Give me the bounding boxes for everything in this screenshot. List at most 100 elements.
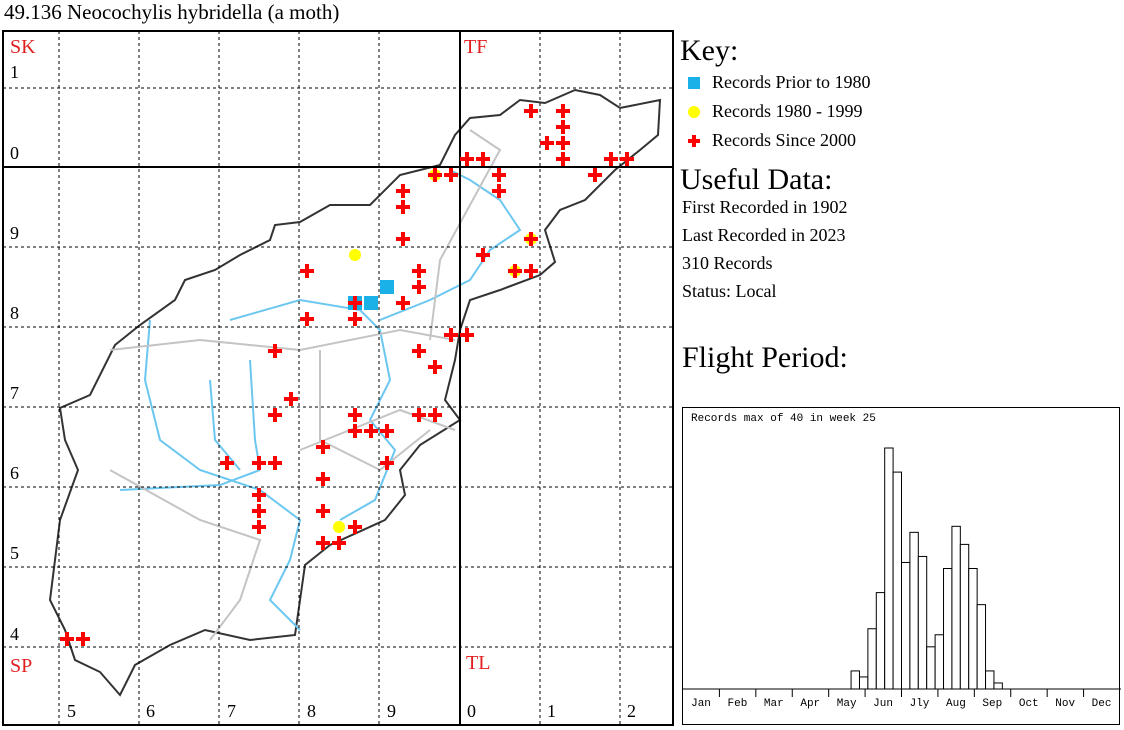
- bar-week-33: [951, 525, 961, 690]
- map-frame: [2, 30, 674, 726]
- record-since-2000: [364, 424, 378, 438]
- blue-square-icon: [688, 76, 700, 89]
- record-since-2000: [412, 408, 426, 422]
- row-label: 7: [10, 383, 19, 403]
- record-count: 310 Records: [682, 253, 773, 273]
- row-label: 4: [10, 624, 19, 644]
- record-since-2000: [428, 360, 442, 374]
- row-label: 6: [10, 463, 19, 483]
- yellow-circle-icon: [688, 105, 700, 118]
- month-label: Jly: [909, 698, 930, 710]
- record-since-2000: [316, 536, 330, 550]
- square-label-sp: SP: [10, 655, 33, 677]
- record-since-2000: [268, 408, 282, 422]
- bar-week-28: [909, 531, 919, 690]
- roads: [109, 129, 502, 641]
- col-label: 7: [227, 701, 236, 721]
- bar-week-24: [875, 592, 886, 690]
- record-since-2000: [252, 504, 266, 518]
- month-label: May: [836, 698, 857, 710]
- bar-week-23: [867, 628, 877, 690]
- flight-period-heading: Flight Period:: [682, 341, 848, 374]
- record-1980-1999: [333, 521, 345, 533]
- record-since-2000: [412, 280, 426, 294]
- square-label-tf: TF: [464, 36, 488, 58]
- record-since-2000: [316, 504, 330, 518]
- record-since-2000: [524, 104, 538, 118]
- key-heading: Key:: [680, 34, 739, 67]
- key-item-1980-1999: Records 1980 - 1999: [688, 97, 870, 126]
- row-label: 5: [10, 543, 19, 563]
- col-label: 5: [67, 701, 76, 721]
- record-since-2000: [316, 440, 330, 454]
- record-since-2000: [556, 136, 570, 150]
- record-since-2000: [444, 328, 458, 342]
- col-label: 2: [627, 701, 636, 721]
- record-since-2000: [460, 328, 474, 342]
- record-since-2000: [524, 232, 538, 246]
- key-panel: Key: Records Prior to 1980 Records 1980 …: [680, 34, 870, 375]
- record-since-2000: [604, 152, 618, 166]
- square-label-sk: SK: [10, 36, 36, 58]
- record-since-2000: [252, 488, 266, 502]
- record-since-2000: [252, 520, 266, 534]
- key-label: Records Prior to 1980: [712, 72, 871, 92]
- record-since-2000: [268, 344, 282, 358]
- month-label: Apr: [800, 698, 821, 710]
- record-since-2000: [396, 296, 410, 310]
- month-label: Feb: [727, 698, 748, 710]
- record-since-2000: [348, 520, 362, 534]
- record-since-2000: [396, 184, 410, 198]
- distribution-map: [2, 30, 674, 726]
- record-since-2000: [444, 168, 458, 182]
- record-since-2000: [428, 168, 442, 182]
- county-boundary: [48, 88, 662, 697]
- bar-week-35: [968, 568, 978, 690]
- first-recorded: First Recorded in 1902: [682, 197, 848, 217]
- bar-week-37: [985, 670, 995, 690]
- record-since-2000: [524, 264, 538, 278]
- month-label: Mar: [763, 698, 784, 710]
- bar-week-38: [993, 682, 1003, 690]
- record-since-2000: [348, 424, 362, 438]
- record-since-2000: [252, 456, 266, 470]
- red-cross-icon: [688, 134, 700, 147]
- col-label: 9: [387, 701, 396, 721]
- record-since-2000: [348, 312, 362, 326]
- record-since-2000: [588, 168, 602, 182]
- record-since-2000: [620, 152, 634, 166]
- record-since-2000: [428, 408, 442, 422]
- bar-week-25: [884, 447, 894, 690]
- record-since-2000: [460, 152, 474, 166]
- month-label: Sep: [982, 698, 1003, 710]
- bar-week-32: [943, 568, 953, 690]
- bar-week-29: [917, 555, 928, 690]
- record-since-2000: [476, 248, 490, 262]
- record-since-2000: [492, 184, 506, 198]
- row-label: 1: [10, 62, 19, 82]
- useful-data-heading: Useful Data:: [680, 163, 833, 196]
- record-since-2000: [508, 264, 522, 278]
- record-since-2000: [396, 232, 410, 246]
- col-label: 1: [547, 701, 556, 721]
- record-since-2000: [332, 536, 346, 550]
- record-since-2000: [316, 472, 330, 486]
- month-label: Jun: [873, 698, 893, 710]
- record-since-2000: [540, 136, 554, 150]
- county-map: [48, 88, 662, 697]
- record-prior-1980: [380, 280, 394, 294]
- record-markers: [60, 104, 634, 646]
- record-since-2000: [220, 456, 234, 470]
- key-label: Records 1980 - 1999: [712, 101, 863, 121]
- bar-week-30: [926, 646, 936, 690]
- bar-week-34: [959, 543, 970, 690]
- record-since-2000: [76, 632, 90, 646]
- record-since-2000: [492, 168, 506, 182]
- record-since-2000: [60, 632, 74, 646]
- flight-period-chart: Records max of 40 in week 25 Jan Feb Mar Ap…: [682, 407, 1121, 725]
- month-label: Jan: [691, 698, 711, 710]
- key-item-prior-1980: Records Prior to 1980: [688, 68, 870, 97]
- record-since-2000: [476, 152, 490, 166]
- key-label: Records Since 2000: [712, 130, 856, 150]
- record-since-2000: [268, 456, 282, 470]
